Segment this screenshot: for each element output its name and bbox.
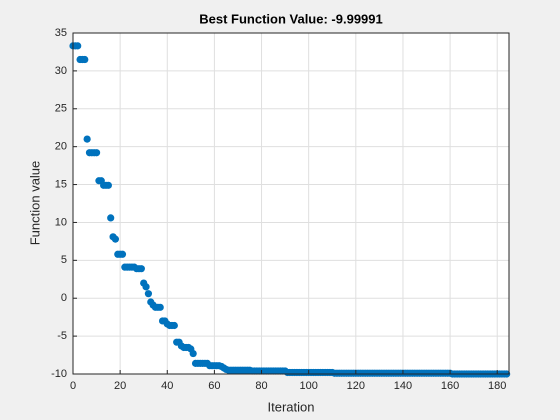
y-tick-label: 25 bbox=[55, 103, 67, 115]
y-tick-label: 10 bbox=[55, 216, 67, 228]
y-tick-label: -10 bbox=[51, 368, 67, 380]
marker bbox=[83, 135, 91, 143]
x-tick-label: 0 bbox=[70, 380, 76, 392]
marker bbox=[92, 149, 101, 157]
y-tick-label: 5 bbox=[61, 254, 67, 266]
y-axis-label: Function value bbox=[27, 161, 42, 246]
marker bbox=[118, 250, 127, 258]
plot-area bbox=[73, 33, 509, 374]
marker bbox=[107, 214, 115, 222]
x-axis-label: Iteration bbox=[268, 399, 315, 414]
chart-title: Best Function Value: -9.99991 bbox=[199, 11, 383, 26]
y-tick-label: -5 bbox=[57, 330, 67, 342]
marker bbox=[104, 181, 112, 189]
y-tick-label: 20 bbox=[55, 141, 67, 153]
marker bbox=[137, 265, 145, 273]
x-tick-label: 180 bbox=[488, 380, 506, 392]
x-tick-label: 140 bbox=[394, 380, 412, 392]
x-tick-label: 100 bbox=[299, 380, 317, 392]
x-tick-label: 40 bbox=[161, 380, 173, 392]
marker bbox=[142, 283, 150, 291]
x-tick-label: 80 bbox=[255, 380, 267, 392]
marker bbox=[156, 303, 164, 311]
marker bbox=[189, 349, 197, 358]
x-tick-label: 20 bbox=[114, 380, 126, 392]
y-tick-label: 35 bbox=[55, 27, 67, 39]
marker bbox=[74, 42, 82, 50]
axes-box bbox=[72, 32, 510, 375]
marker bbox=[81, 55, 89, 64]
y-tick-label: 0 bbox=[61, 292, 67, 304]
y-tick-label: 15 bbox=[55, 178, 67, 190]
x-tick-label: 60 bbox=[208, 380, 220, 392]
x-tick-label: 120 bbox=[347, 380, 365, 392]
marker bbox=[144, 290, 153, 298]
marker bbox=[170, 321, 178, 330]
x-tick-label: 160 bbox=[441, 380, 459, 392]
y-tick-label: 30 bbox=[55, 65, 67, 77]
ticks: 0 20 40 60 80 100 120 140 160 180 -10 -5 0 5 10 15 20 25 3… bbox=[51, 27, 506, 392]
marker bbox=[111, 235, 120, 243]
